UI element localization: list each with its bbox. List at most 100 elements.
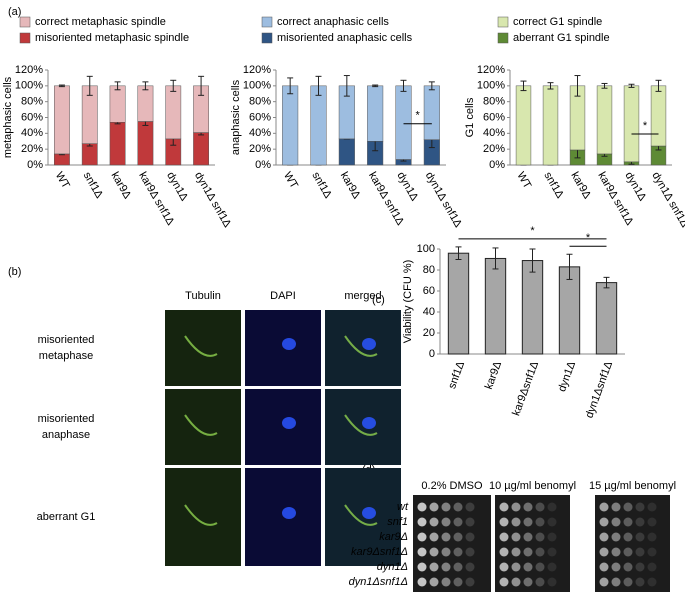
colony-spot	[623, 517, 633, 527]
colony-spot	[499, 562, 509, 572]
y-axis-label: anaphasic cells	[230, 79, 242, 155]
bar-segment	[193, 132, 209, 166]
colony-spot	[417, 517, 427, 527]
colony-spot	[599, 562, 609, 572]
y-tick-label: 60%	[249, 111, 271, 123]
colony-spot	[599, 532, 609, 542]
colony-spot	[441, 517, 451, 527]
colony-spot	[635, 562, 645, 572]
colony-spot	[511, 577, 521, 587]
colony-spot	[499, 502, 509, 512]
legend-swatch	[261, 16, 273, 28]
y-tick-label: 100%	[243, 80, 271, 92]
colony-spot	[623, 502, 633, 512]
strain-label: dyn1Δ	[377, 561, 408, 573]
strain-label: wt	[397, 501, 409, 513]
colony-spot	[623, 532, 633, 542]
bar-segment	[109, 85, 126, 123]
colony-spot	[547, 562, 557, 572]
bar-segment	[165, 85, 182, 140]
legend-label: correct G1 spindle	[513, 16, 602, 28]
bar-segment	[338, 138, 355, 166]
significance-label: *	[416, 110, 421, 122]
condition-label: 10 µg/ml benomyl	[489, 480, 576, 492]
micrograph	[165, 468, 241, 566]
colony-spot	[647, 502, 657, 512]
colony-spot	[499, 577, 509, 587]
x-tick-label: kar9Δ	[108, 170, 133, 201]
colony-spot	[429, 577, 439, 587]
legend-swatch	[19, 32, 31, 44]
colony-spot	[523, 562, 533, 572]
colony-spot	[535, 577, 545, 587]
column-label: merged	[344, 290, 381, 302]
plate	[495, 495, 570, 592]
colony-spot	[441, 547, 451, 557]
colony-spot	[599, 517, 609, 527]
colony-spot	[453, 532, 463, 542]
strain-label: kar9Δsnf1Δ	[351, 546, 408, 558]
colony-spot	[611, 517, 621, 527]
colony-spot	[611, 502, 621, 512]
y-tick-label: 100%	[15, 80, 43, 92]
panel-label: (a)	[8, 6, 21, 18]
y-tick-label: 0%	[489, 159, 505, 171]
bar-segment	[54, 85, 70, 155]
x-tick-label: dyn1Δ	[556, 359, 578, 393]
x-tick-label: kar9Δ	[483, 359, 504, 391]
column-label: Tubulin	[185, 290, 221, 302]
colony-spot	[523, 502, 533, 512]
y-tick-label: 20%	[483, 143, 505, 155]
colony-spot	[453, 577, 463, 587]
colony-spot	[647, 562, 657, 572]
colony-spot	[511, 562, 521, 572]
bar	[447, 252, 470, 355]
colony-spot	[511, 502, 521, 512]
colony-spot	[417, 577, 427, 587]
colony-spot	[511, 532, 521, 542]
y-tick-label: 80%	[21, 96, 43, 108]
x-tick-label: WT	[514, 170, 533, 191]
bar-segment	[542, 85, 559, 166]
colony-spot	[441, 532, 451, 542]
colony-spot	[635, 502, 645, 512]
bar-segment	[515, 85, 532, 166]
colony-spot	[453, 562, 463, 572]
bar-segment	[423, 85, 440, 140]
bar-segment	[596, 85, 613, 155]
micrograph	[245, 310, 321, 386]
colony-spot	[465, 577, 475, 587]
y-tick-label: 0%	[27, 159, 43, 171]
y-tick-label: 40	[423, 306, 435, 318]
y-tick-label: 40%	[249, 127, 271, 139]
y-tick-label: 20%	[21, 143, 43, 155]
bar-segment	[137, 121, 154, 166]
micrograph	[165, 389, 241, 465]
colony-spot	[441, 577, 451, 587]
x-tick-label: kar9Δ	[338, 170, 363, 201]
significance-label: *	[586, 232, 591, 244]
row-label: misoriented anaphase	[38, 413, 95, 441]
tubulin-signal	[344, 335, 378, 357]
bar	[484, 257, 507, 355]
dapi-signal	[282, 507, 296, 519]
x-tick-label: kar9Δ	[568, 170, 593, 201]
bar-segment	[137, 85, 154, 122]
colony-spot	[523, 577, 533, 587]
colony-spot	[465, 517, 475, 527]
colony-spot	[535, 517, 545, 527]
colony-spot	[453, 517, 463, 527]
y-tick-label: 120%	[243, 64, 271, 76]
colony-spot	[535, 502, 545, 512]
plate	[595, 495, 670, 592]
colony-spot	[611, 577, 621, 587]
colony-spot	[599, 547, 609, 557]
y-tick-label: 100	[417, 243, 435, 255]
colony-spot	[547, 517, 557, 527]
colony-spot	[547, 532, 557, 542]
legend-label: correct metaphasic spindle	[35, 16, 166, 28]
tubulin-signal	[184, 335, 218, 357]
bar-segment	[81, 143, 98, 166]
bar-segment	[109, 122, 126, 166]
bar	[521, 260, 544, 355]
